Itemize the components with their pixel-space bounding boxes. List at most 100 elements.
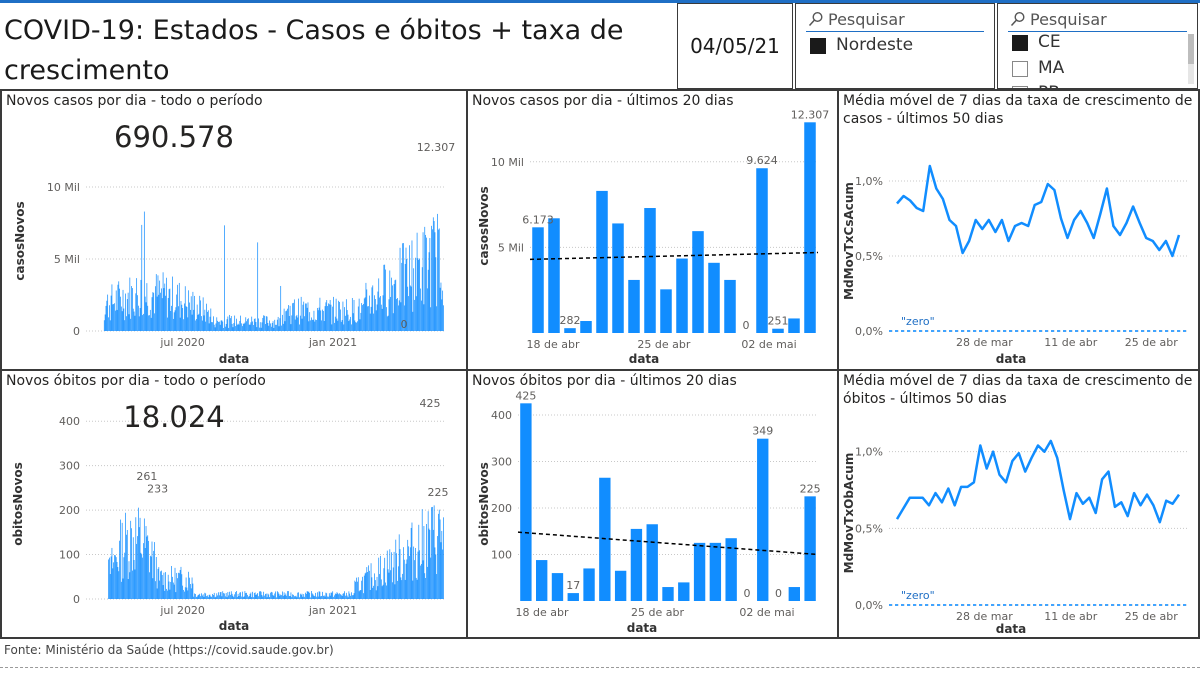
bar: [125, 512, 126, 599]
bar: [183, 319, 184, 331]
bar: [407, 539, 409, 599]
bar: [411, 240, 413, 331]
bar: [225, 593, 227, 599]
bar: [219, 592, 221, 599]
bar: [788, 318, 800, 333]
bar: [353, 299, 355, 331]
bar: [182, 307, 184, 331]
bar: [307, 302, 309, 331]
y-tick-label: 0: [73, 325, 80, 338]
bar: [344, 307, 345, 331]
bar: [305, 303, 307, 331]
bar: [178, 306, 179, 331]
bar: [194, 593, 195, 599]
bar: [194, 295, 195, 331]
bar: [144, 296, 146, 331]
bar: [439, 287, 441, 331]
bar: [231, 593, 233, 599]
bar: [356, 322, 357, 331]
bar: [423, 526, 425, 599]
bar: [156, 588, 158, 599]
bar: [305, 593, 307, 599]
checkbox-checked[interactable]: [1012, 35, 1028, 51]
bar: [253, 593, 255, 599]
slicer-scrollbar[interactable]: [1188, 34, 1194, 84]
bar: [369, 313, 371, 331]
bar: [362, 576, 363, 599]
bar: [386, 316, 388, 331]
bar: [628, 279, 640, 333]
bar: [253, 325, 254, 331]
bar: [438, 228, 440, 331]
bar: [364, 573, 366, 599]
bar: [288, 591, 289, 599]
bar: [230, 594, 231, 599]
bar: [193, 309, 195, 331]
bar: [121, 522, 123, 599]
region-slicer[interactable]: Pesquisar Nordeste: [795, 3, 995, 89]
bar: [215, 596, 217, 599]
bar: [236, 591, 237, 599]
bar: [394, 280, 396, 331]
bar: [269, 320, 270, 331]
bar: [419, 550, 421, 599]
bar: [392, 582, 393, 599]
bar: [187, 317, 189, 331]
bar: [614, 570, 627, 601]
bar: [337, 320, 339, 331]
panel-deaths-all: Novos óbitos por dia - todo o período 0 1…: [0, 369, 468, 639]
bar: [169, 288, 171, 331]
bar: [352, 595, 354, 599]
bar: [287, 308, 288, 331]
bar: [312, 594, 314, 599]
bar: [256, 594, 258, 599]
bar: [257, 593, 259, 599]
bar: [272, 595, 274, 599]
bar: [212, 322, 213, 331]
bar: [197, 314, 199, 331]
bar: [377, 291, 379, 331]
bar: [223, 327, 224, 331]
state-slicer[interactable]: Pesquisar CE MA PB: [997, 3, 1198, 89]
x-tick-label: 25 de abr: [1125, 336, 1178, 349]
bar: [196, 596, 198, 599]
bar: [383, 264, 385, 331]
bar: [359, 319, 361, 331]
bar: [380, 555, 381, 599]
x-tick-label: 02 de mai: [739, 606, 794, 619]
bar: [202, 297, 204, 331]
bar: [139, 308, 141, 331]
checkbox-unchecked[interactable]: [1012, 86, 1028, 88]
deaths-growth-chart: 0,0% 0,5% 1,0% 28 de mar 11 de abr 25 de abr d…: [842, 439, 1187, 636]
bar: [159, 280, 161, 331]
bar: [238, 324, 240, 331]
checkbox-checked[interactable]: [810, 38, 826, 54]
bar: [149, 309, 151, 331]
bar: [401, 580, 403, 599]
bar: [420, 288, 421, 331]
bar: [359, 590, 361, 599]
bar: [298, 592, 299, 599]
checkbox-unchecked[interactable]: [1012, 61, 1028, 77]
bar: [376, 576, 378, 599]
bar: [354, 580, 356, 599]
series-line: [895, 439, 1181, 524]
bar: [155, 274, 157, 331]
bar: [250, 592, 252, 599]
state-search[interactable]: Pesquisar: [1008, 9, 1187, 32]
bar: [438, 513, 439, 599]
bar: [227, 316, 229, 331]
bar: [247, 596, 249, 599]
bar: [306, 591, 308, 599]
bar: [188, 290, 190, 331]
bar: [201, 320, 203, 331]
bar: [166, 277, 167, 331]
bar: [409, 285, 411, 331]
data-label: 0: [401, 318, 408, 331]
bar: [388, 572, 390, 599]
bar: [120, 296, 121, 331]
bar: [154, 313, 155, 331]
bar: [375, 590, 377, 599]
region-search[interactable]: Pesquisar: [806, 9, 984, 32]
bar: [356, 577, 357, 599]
